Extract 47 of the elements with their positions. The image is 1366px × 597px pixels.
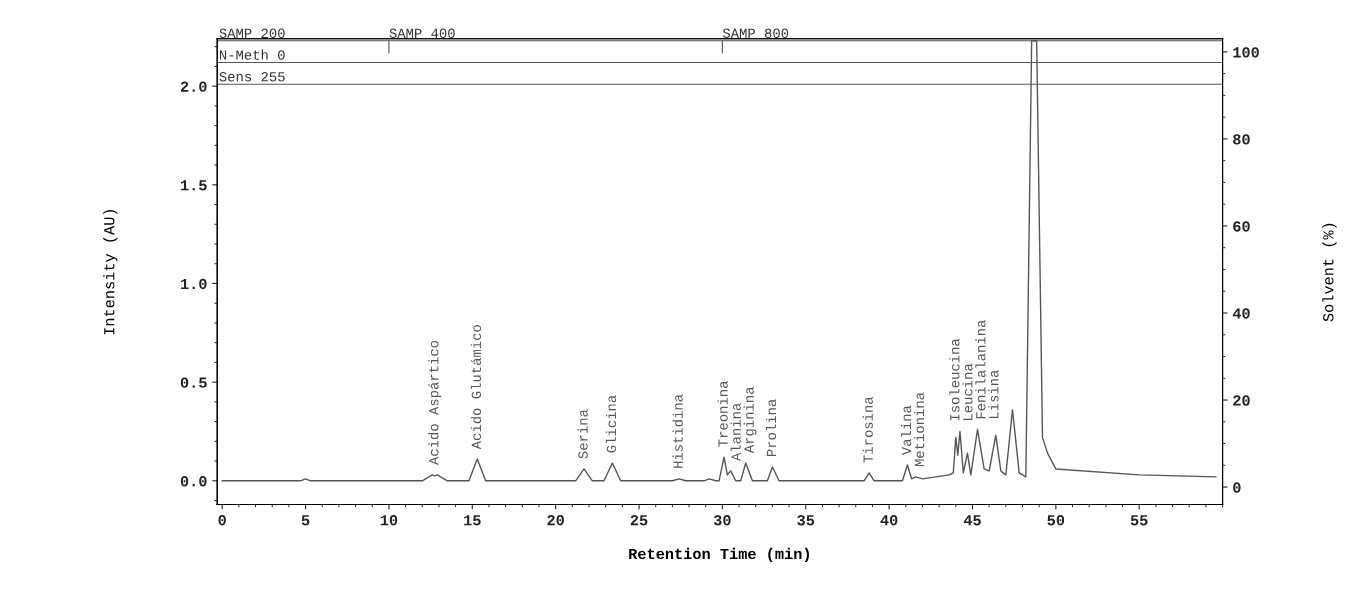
x-tick-label: 25 [630, 515, 648, 526]
annotation: Acido Aspártico [428, 340, 442, 465]
y-tick-label: 0.0 [180, 476, 207, 487]
x-tick-label: 15 [464, 515, 481, 526]
y2-tick-label: 80 [1233, 134, 1250, 145]
x-tick-label: 55 [1130, 515, 1148, 526]
y2-tick-label: 40 [1232, 308, 1250, 319]
y-axis-title: Intensity (AU) [103, 210, 118, 335]
annotation: Leucina [962, 363, 973, 420]
annotation: Isoleucina [949, 338, 960, 421]
x-tick-label: 30 [713, 515, 731, 526]
ref-line-label: Sens 255 [219, 72, 285, 82]
ref-line-label: N-Meth 0 [219, 49, 285, 60]
x-tick-label: 50 [1047, 515, 1065, 526]
x-tick-label: 45 [963, 515, 981, 526]
annotation: SAMP 800 [722, 28, 789, 39]
annotation: Alanina [730, 403, 741, 462]
annotation: Arginina [743, 386, 757, 454]
annotation: Acido Glutámico [470, 325, 482, 450]
ref-line-label: SAMP 200 [219, 28, 285, 39]
y2-tick-label: 0 [1233, 482, 1241, 493]
x-tick-label: 10 [380, 515, 398, 526]
annotation: Prolina [765, 399, 777, 457]
annotation: Histidina [672, 394, 683, 468]
y2-tick-label: 100 [1233, 47, 1259, 58]
annotation: SAMP 400 [389, 28, 455, 39]
x-tick-label: 0 [218, 515, 226, 526]
annotation: Fenilalanina [975, 320, 986, 419]
y-tick-label: 2.0 [180, 81, 207, 92]
annotation: Valina [900, 405, 912, 456]
y-tick-label: 1.5 [180, 180, 207, 191]
x-tick-label: 5 [301, 515, 310, 526]
x-tick-label: 40 [880, 515, 898, 526]
annotation: Serina [577, 409, 588, 459]
y2-tick-label: 20 [1233, 395, 1250, 406]
annotation: Glicina [605, 395, 617, 453]
annotation: Metionina [913, 392, 925, 467]
x-axis-title: Retention Time (min) [629, 547, 809, 563]
annotation: Lisina [988, 370, 999, 419]
y2-axis-title: Solvent (%) [1322, 223, 1337, 322]
annotation: Treonina [717, 381, 728, 447]
y-tick-label: 1.0 [180, 278, 207, 290]
y2-tick-label: 60 [1233, 221, 1250, 232]
annotation: Tirosina [862, 396, 873, 463]
y-tick-label: 0.5 [180, 377, 207, 388]
x-tick-label: 20 [547, 515, 564, 526]
x-tick-label: 35 [797, 515, 815, 526]
